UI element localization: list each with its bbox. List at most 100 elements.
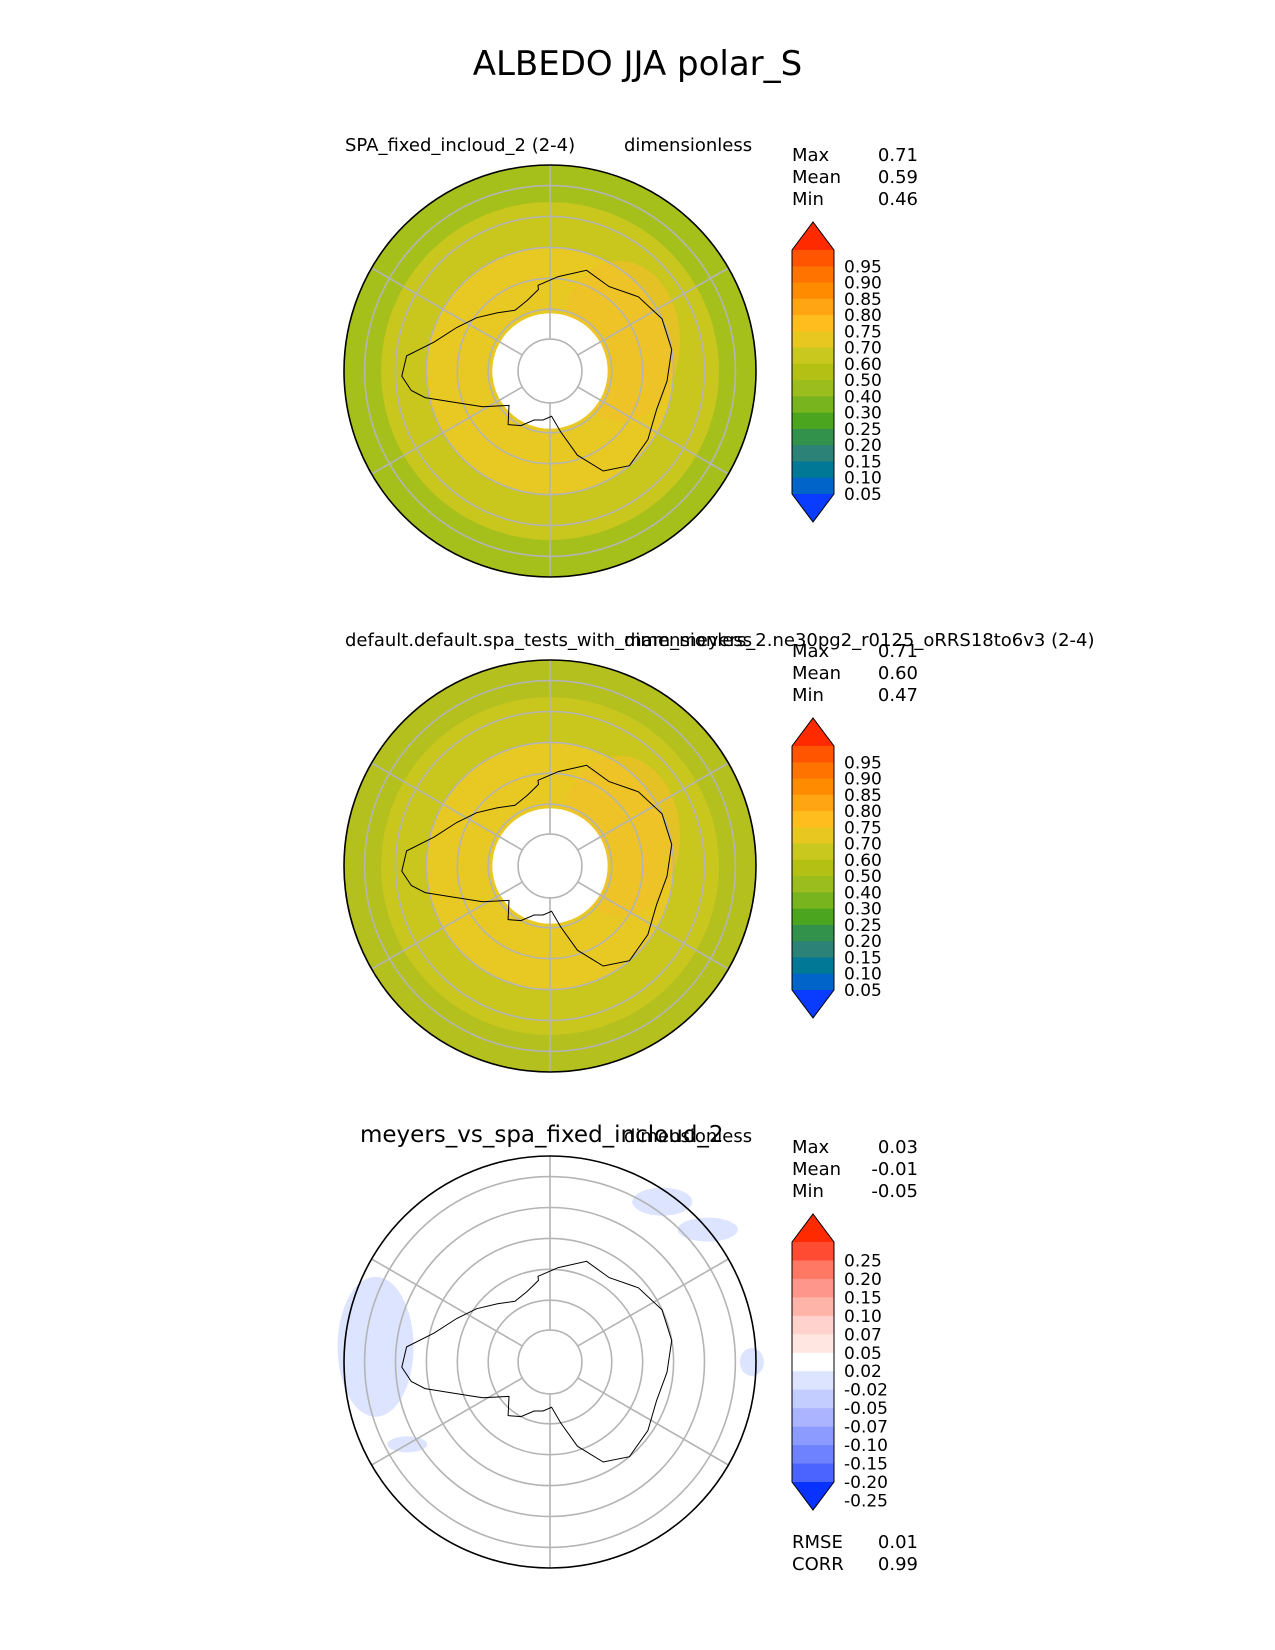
panel2-left-title: default.default.spa_tests_with_mam_meyer… [345, 630, 1095, 651]
panel2-colorbar-label-6: 0.60 [844, 851, 882, 871]
panel3-colorbar-label-2: 0.15 [844, 1288, 882, 1308]
panel3-colorbar-label-12: -0.20 [844, 1473, 888, 1493]
panel2-colorbar-label-13: 0.10 [844, 965, 882, 985]
panel2-colorbar-label-9: 0.30 [844, 900, 882, 920]
panel2-units: dimensionless [624, 630, 753, 651]
panel1-stat-label-max: Max [792, 145, 830, 166]
panel2-colorbar-band-14 [792, 973, 834, 991]
panel1-colorbar-band-13 [792, 461, 834, 479]
panel2-stat-value-mean: 0.60 [877, 663, 918, 684]
panel2-colorbar-extend-bottom [792, 990, 834, 1018]
panel3-meridian-5 [577, 1377, 729, 1466]
panel3-map-boundary [343, 1155, 757, 1569]
panel3-colorbar-extend-bottom [792, 1482, 834, 1510]
panel2-colorbar-band-10 [792, 908, 834, 926]
panel2-stat-label-min: Min [792, 685, 824, 706]
panel3-stat-value-min: -0.05 [871, 1181, 918, 1202]
panel3-stat-label-max: Max [792, 1137, 830, 1158]
panel2-meridian-1 [371, 881, 523, 970]
panel2-colorbar-band-11 [792, 924, 834, 942]
panel1-colorbar-label-14: 0.05 [844, 485, 882, 505]
panel3-negative-patch-1 [632, 1187, 693, 1216]
panel1-colorbar-outline [791, 221, 835, 523]
panel2-stat-value-max: 0.71 [877, 641, 918, 662]
panel3-colorbar-band-1 [792, 1260, 834, 1280]
panel3-colorbar-extend-top [792, 1214, 834, 1242]
panel1-colorbar-label-1: 0.90 [844, 274, 882, 294]
panel2-colorbar-label-5: 0.70 [844, 835, 882, 855]
panel1-colorbar-band-0 [792, 250, 834, 267]
panel1-colorbar-label-8: 0.40 [844, 387, 882, 407]
panel1-stat-value-min: 0.46 [877, 189, 918, 210]
panel3-meridian-1 [371, 1377, 523, 1466]
panel3-colorbar-label-11: -0.15 [844, 1455, 888, 1475]
panel2-colorbar-outline [791, 717, 835, 1019]
panel3-stat-label-mean: Mean [792, 1159, 842, 1180]
panel2-colorbar-band-6 [792, 843, 834, 861]
panel1-colorbar-band-6 [792, 347, 834, 365]
panel2-colorbar-extend-top [792, 718, 834, 746]
panel2-stat-value-min: 0.47 [877, 685, 918, 706]
panel1-stat-value-max: 0.71 [877, 145, 918, 166]
panel3-colorbar-band-0 [792, 1242, 834, 1262]
panel1-colorbar-extend-bottom [792, 494, 834, 522]
panel2-meridian-4 [577, 762, 729, 851]
figure-title: ALBEDO JJA polar_S [472, 44, 803, 84]
panel2-map-boundary [343, 659, 757, 1073]
panel2-colorbar-band-4 [792, 811, 834, 828]
panel2-colorbar-label-0: 0.95 [844, 753, 882, 773]
panel1-colorbar-label-11: 0.20 [844, 436, 882, 456]
panel2-colorbar-label-8: 0.40 [844, 883, 882, 903]
panel1-colorbar-label-7: 0.50 [844, 371, 882, 391]
panel2-colorbar-band-13 [792, 957, 834, 975]
panel1-colorbar-label-13: 0.10 [844, 469, 882, 489]
panel1-colorbar-band-1 [792, 266, 834, 284]
panel2-colorbar-band-12 [792, 941, 834, 959]
panel1-colorbar-band-12 [792, 445, 834, 463]
panel3-stat-value-mean: -0.01 [871, 1159, 918, 1180]
panel3-footer-label-rmse: RMSE [792, 1532, 843, 1553]
panel3-colorbar-label-7: -0.02 [844, 1381, 888, 1401]
panel1-colorbar-band-5 [792, 331, 834, 349]
panel1-meridian-4 [577, 267, 729, 356]
panel1-colorbar-extend-top [792, 222, 834, 250]
panel2-colorbar-band-7 [792, 859, 834, 877]
panel2-colorbar-label-7: 0.50 [844, 867, 882, 887]
panel3-meridian-2 [371, 1258, 523, 1347]
panel1-colorbar-label-2: 0.85 [844, 290, 882, 310]
panel3-colorbar-band-8 [792, 1389, 834, 1409]
panel3-left-title: meyers_vs_spa_fixed_incloud_2 [360, 1122, 724, 1148]
panel2-colorbar-label-14: 0.05 [844, 981, 882, 1001]
panel1-pole-hole [492, 313, 608, 429]
panel3-colorbar-band-2 [792, 1278, 834, 1298]
panel3-negative-patch-2 [739, 1348, 764, 1376]
panel1-colorbar-label-3: 0.80 [844, 306, 882, 326]
panel2-colorbar-band-2 [792, 778, 834, 796]
panel1-colorbar-label-6: 0.60 [844, 355, 882, 375]
panel2-colorbar-label-11: 0.20 [844, 932, 882, 952]
panel1-left-title: SPA_fixed_incloud_2 (2-4) [345, 135, 576, 156]
panel2-colorbar-label-12: 0.15 [844, 948, 882, 968]
panel2-colorbar-band-8 [792, 876, 834, 893]
panel1-units: dimensionless [624, 135, 753, 156]
panel3-colorbar-band-10 [792, 1426, 834, 1446]
panel2-colorbar-label-1: 0.90 [844, 770, 882, 790]
panel3-colorbar-label-0: 0.25 [844, 1251, 882, 1271]
panel2-colorbar-label-10: 0.25 [844, 916, 882, 936]
panel3-colorbar-label-10: -0.10 [844, 1436, 888, 1456]
panel3-colorbar-label-6: 0.02 [844, 1362, 882, 1382]
panel1-coastline [401, 269, 673, 472]
panel3-negative-patch-0 [337, 1276, 414, 1417]
panel3-colorbar-label-13: -0.25 [844, 1491, 888, 1511]
panel3-colorbar-label-9: -0.07 [844, 1418, 888, 1438]
panel3-colorbar-band-9 [792, 1408, 834, 1428]
panel3-colorbar-band-7 [792, 1371, 834, 1391]
panel1-stat-value-mean: 0.59 [877, 167, 918, 188]
panel2-colorbar-band-1 [792, 762, 834, 780]
panel2-colorbar-band-3 [792, 794, 834, 812]
panel1-colorbar-band-3 [792, 298, 834, 316]
panel3-colorbar-outline [791, 1213, 835, 1511]
panel1-colorbar-label-10: 0.25 [844, 420, 882, 440]
panel3-footer-value-corr: 0.99 [877, 1554, 918, 1575]
